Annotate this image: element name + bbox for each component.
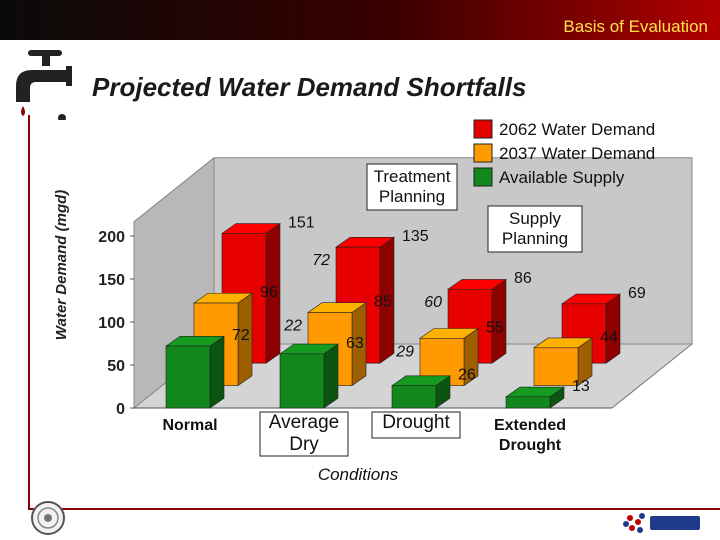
legend-label: 2037 Water Demand [499, 144, 655, 163]
chart-legend: 2062 Water Demand 2037 Water Demand Availa… [473, 119, 655, 187]
y-tick-label: 150 [98, 272, 125, 289]
value-label-2037-water-demand: 44 [600, 329, 618, 346]
left-divider [28, 115, 30, 510]
shortfall-label: 60 [424, 294, 442, 311]
value-label-available-supply: 26 [458, 367, 476, 384]
y-tick-label: 0 [116, 401, 125, 418]
legend-label: Available Supply [499, 168, 625, 187]
y-tick-label: 100 [98, 315, 125, 332]
bar-front [165, 345, 211, 409]
category-label-average-dry: Average Dry [269, 412, 339, 455]
category-label-extended-drought: Extended Drought [494, 417, 566, 454]
legend-swatch [473, 143, 493, 163]
value-label-available-supply: 63 [346, 335, 364, 352]
agency-seal-icon [31, 501, 65, 535]
value-label-available-supply: 13 [572, 378, 590, 395]
legend-swatch [473, 167, 493, 187]
faucet-icon [16, 50, 72, 120]
y-tick-label: 200 [98, 229, 125, 246]
header-title: Basis of Evaluation [563, 17, 708, 36]
bar-available-supply-average-dry [279, 343, 339, 409]
bar-front [505, 396, 551, 409]
bar-available-supply-extended-drought [505, 386, 565, 409]
value-label-available-supply: 72 [232, 327, 250, 344]
bar-front [279, 353, 325, 409]
bar-front [391, 385, 437, 409]
x-axis-label: Conditions [318, 465, 399, 484]
company-logo-icon [623, 513, 700, 533]
bar-side [209, 335, 225, 409]
value-label-2037-water-demand: 85 [374, 294, 392, 311]
category-label-drought: Drought [382, 412, 450, 433]
y-axis-label: Water Demand (mgd) [53, 190, 70, 341]
category-box [371, 411, 461, 439]
bar-2037-water-demand-extended-drought [533, 337, 593, 387]
shortfall-label: 29 [395, 343, 414, 360]
value-label-2037-water-demand: 55 [486, 319, 504, 336]
category-label-normal: Normal [162, 417, 217, 434]
value-label-2062-water-demand: 151 [288, 214, 315, 231]
value-label-2062-water-demand: 86 [514, 270, 532, 287]
header-bar: Basis of Evaluation [0, 0, 720, 40]
value-label-2037-water-demand: 96 [260, 284, 278, 301]
value-label-2062-water-demand: 69 [628, 285, 646, 302]
value-label-2062-water-demand: 135 [402, 228, 429, 245]
bar-front [533, 347, 579, 386]
annotation-label: Treatment Planning [374, 167, 451, 206]
slide-title: Projected Water Demand Shortfalls [92, 72, 527, 102]
annotation-box [366, 163, 458, 211]
shortfall-label: 72 [312, 252, 330, 269]
bar-available-supply-normal [165, 335, 225, 409]
bar-2037-water-demand-drought [419, 327, 479, 387]
bar-available-supply-drought [391, 375, 451, 409]
bottom-divider [28, 508, 720, 510]
legend-label: 2062 Water Demand [499, 120, 655, 139]
category-box [259, 411, 349, 457]
legend-swatch [473, 119, 493, 139]
shortfall-label: 22 [283, 318, 302, 335]
bar-side [323, 343, 339, 409]
annotation-label: Supply Planning [502, 209, 568, 248]
y-tick-label: 50 [107, 358, 125, 375]
annotation-box [487, 205, 583, 253]
